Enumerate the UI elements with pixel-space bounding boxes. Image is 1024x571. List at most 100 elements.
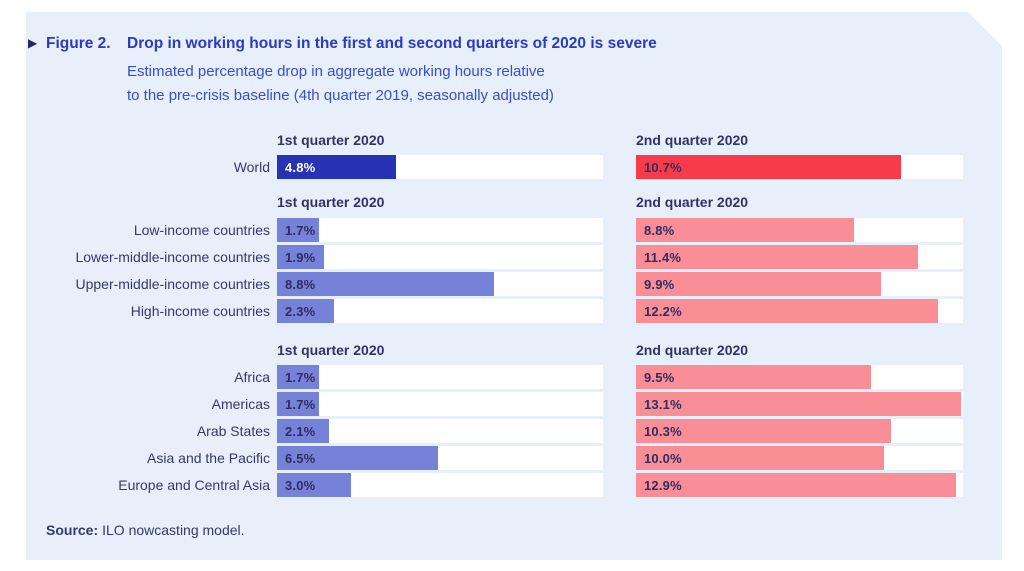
q2-track: 12.2% — [636, 299, 963, 323]
q1-value: 1.9% — [285, 249, 316, 265]
row-label: Europe and Central Asia — [118, 477, 270, 493]
figure-subtitle-line2: to the pre-crisis baseline (4th quarter … — [127, 87, 554, 104]
q2-track: 9.9% — [636, 272, 963, 296]
q2-track: 10.3% — [636, 419, 963, 443]
row-label: Asia and the Pacific — [147, 450, 270, 466]
q2-bar: 9.9% — [636, 272, 882, 296]
column-headers-regions: 1st quarter 2020 2nd quarter 2020 — [26, 343, 963, 358]
source-label: Source: — [46, 522, 99, 538]
column-gap — [603, 343, 636, 358]
header-spacer — [26, 195, 277, 210]
header-spacer — [26, 343, 277, 358]
row-label: Low-income countries — [133, 222, 270, 238]
chart-row: Europe and Central Asia 3.0% 12.9% — [26, 473, 963, 497]
q1-track: 1.7% — [277, 392, 603, 416]
source-text: ILO nowcasting model. — [102, 522, 245, 538]
chart-row: Low-income countries 1.7% 8.8% — [26, 218, 963, 242]
chart-row: Lower-middle-income countries 1.9% 11.4% — [26, 245, 963, 269]
q2-value: 9.5% — [644, 369, 675, 385]
q1-column-header: 1st quarter 2020 — [277, 132, 385, 148]
source-note: Source: ILO nowcasting model. — [46, 522, 245, 538]
q1-value: 6.5% — [285, 450, 316, 466]
q2-track: 11.4% — [636, 245, 963, 269]
q2-value: 10.7% — [644, 159, 682, 175]
q1-value: 2.3% — [285, 303, 316, 319]
q2-track: 10.7% — [636, 155, 963, 179]
q1-track: 2.1% — [277, 419, 603, 443]
q1-track: 8.8% — [277, 272, 603, 296]
q1-value: 8.8% — [285, 276, 316, 292]
q1-value: 1.7% — [285, 369, 316, 385]
chart-row: Asia and the Pacific 6.5% 10.0% — [26, 446, 963, 470]
q2-track: 8.8% — [636, 218, 963, 242]
q2-value: 13.1% — [644, 396, 682, 412]
q1-bar: 1.9% — [277, 245, 324, 269]
q2-value: 10.0% — [644, 450, 682, 466]
figure-panel: ▶ Figure 2. Drop in working hours in the… — [26, 12, 1002, 560]
row-label: High-income countries — [130, 303, 270, 319]
q1-bar: 2.1% — [277, 419, 329, 443]
q1-bar: 1.7% — [277, 392, 319, 416]
figure-marker-icon: ▶ — [28, 36, 38, 50]
q1-bar: 1.7% — [277, 218, 319, 242]
q2-bar: 11.4% — [636, 245, 919, 269]
q2-track: 9.5% — [636, 365, 963, 389]
column-gap — [603, 195, 636, 210]
q1-bar: 3.0% — [277, 473, 352, 497]
chart-row: World 4.8% 10.7% — [26, 155, 963, 179]
q1-value: 1.7% — [285, 222, 316, 238]
q2-value: 8.8% — [644, 222, 675, 238]
q2-value: 10.3% — [644, 423, 682, 439]
chart-row: Arab States 2.1% 10.3% — [26, 419, 963, 443]
figure-subtitle-line1: Estimated percentage drop in aggregate w… — [127, 63, 545, 80]
group-income-groups: Low-income countries 1.7% 8.8% Lower-middle… — [26, 218, 963, 323]
q2-bar: 10.0% — [636, 446, 884, 470]
q1-bar: 4.8% — [277, 155, 396, 179]
q1-bar: 1.7% — [277, 365, 319, 389]
q2-bar: 9.5% — [636, 365, 872, 389]
q2-value: 9.9% — [644, 276, 675, 292]
q1-bar: 2.3% — [277, 299, 334, 323]
row-label: Arab States — [196, 423, 270, 439]
figure-number: Figure 2. — [46, 35, 111, 52]
header-spacer — [26, 133, 277, 148]
row-label: Americas — [211, 396, 270, 412]
q1-track: 6.5% — [277, 446, 603, 470]
q1-value: 4.8% — [285, 159, 316, 175]
q1-bar: 6.5% — [277, 446, 438, 470]
figure-title: Drop in working hours in the first and s… — [127, 35, 657, 52]
q1-bar: 8.8% — [277, 272, 495, 296]
q1-column-header: 1st quarter 2020 — [277, 194, 385, 210]
chart-row: Africa 1.7% 9.5% — [26, 365, 963, 389]
q1-track: 3.0% — [277, 473, 603, 497]
row-label: World — [233, 159, 270, 175]
q1-value: 1.7% — [285, 396, 316, 412]
q1-track: 1.9% — [277, 245, 603, 269]
q2-bar: 12.9% — [636, 473, 956, 497]
column-headers-world: 1st quarter 2020 2nd quarter 2020 — [26, 133, 963, 148]
q2-track: 13.1% — [636, 392, 963, 416]
column-gap — [603, 133, 636, 148]
figure-title-row: ▶ Figure 2. Drop in working hours in the… — [28, 34, 657, 54]
q2-bar: 13.1% — [636, 392, 961, 416]
q2-value: 12.9% — [644, 477, 682, 493]
q2-track: 10.0% — [636, 446, 963, 470]
row-label: Lower-middle-income countries — [75, 249, 270, 265]
q2-bar: 10.3% — [636, 419, 892, 443]
q1-value: 3.0% — [285, 477, 316, 493]
q1-track: 2.3% — [277, 299, 603, 323]
q2-bar: 8.8% — [636, 218, 854, 242]
q1-track: 1.7% — [277, 218, 603, 242]
chart-row: Americas 1.7% 13.1% — [26, 392, 963, 416]
q2-column-header: 2nd quarter 2020 — [636, 132, 749, 148]
q2-column-header: 2nd quarter 2020 — [636, 342, 749, 358]
chart-row: High-income countries 2.3% 12.2% — [26, 299, 963, 323]
q2-track: 12.9% — [636, 473, 963, 497]
q1-column-header: 1st quarter 2020 — [277, 342, 385, 358]
chart-row: Upper-middle-income countries 8.8% 9.9% — [26, 272, 963, 296]
q2-bar: 12.2% — [636, 299, 939, 323]
q2-column-header: 2nd quarter 2020 — [636, 194, 749, 210]
chart: 1st quarter 2020 2nd quarter 2020 World 4.8… — [26, 133, 963, 497]
q1-track: 1.7% — [277, 365, 603, 389]
group-regions: Africa 1.7% 9.5% Americas 1.7% 13.1% Arab Stat… — [26, 365, 963, 497]
